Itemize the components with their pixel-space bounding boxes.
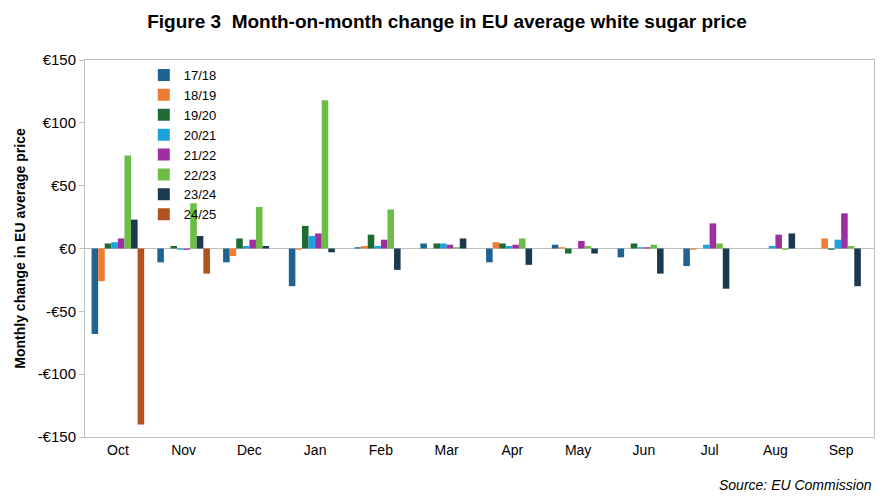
- svg-text:Nov: Nov: [171, 442, 196, 458]
- svg-text:Jan: Jan: [304, 442, 327, 458]
- svg-text:Jun: Jun: [633, 442, 656, 458]
- svg-text:€50: €50: [51, 177, 76, 194]
- svg-text:17/18: 17/18: [184, 68, 217, 83]
- svg-text:19/20: 19/20: [184, 108, 217, 123]
- svg-text:21/22: 21/22: [184, 148, 217, 163]
- svg-text:Aug: Aug: [763, 442, 788, 458]
- svg-text:May: May: [565, 442, 591, 458]
- svg-text:Monthly change in EU average p: Monthly change in EU average price: [12, 128, 28, 369]
- svg-text:Sep: Sep: [829, 442, 854, 458]
- svg-text:€150: €150: [43, 51, 76, 68]
- svg-text:€0: €0: [59, 240, 76, 257]
- svg-text:22/23: 22/23: [184, 168, 217, 183]
- svg-text:18/19: 18/19: [184, 88, 217, 103]
- svg-text:20/21: 20/21: [184, 128, 217, 143]
- svg-text:Oct: Oct: [107, 442, 129, 458]
- svg-text:Source: EU Commission: Source: EU Commission: [719, 477, 872, 493]
- svg-text:Dec: Dec: [237, 442, 262, 458]
- svg-text:Feb: Feb: [369, 442, 393, 458]
- svg-text:-€150: -€150: [38, 428, 76, 445]
- svg-text:-€100: -€100: [38, 365, 76, 382]
- svg-text:Jul: Jul: [701, 442, 719, 458]
- svg-text:Mar: Mar: [435, 442, 459, 458]
- svg-text:Figure 3 Month-on-month chang: Figure 3 Month-on-month change in EU ave…: [147, 11, 747, 32]
- svg-text:23/24: 23/24: [184, 187, 217, 202]
- svg-text:€100: €100: [43, 114, 76, 131]
- svg-text:24/25: 24/25: [184, 207, 217, 222]
- svg-text:-€50: -€50: [46, 303, 76, 320]
- svg-text:Apr: Apr: [501, 442, 523, 458]
